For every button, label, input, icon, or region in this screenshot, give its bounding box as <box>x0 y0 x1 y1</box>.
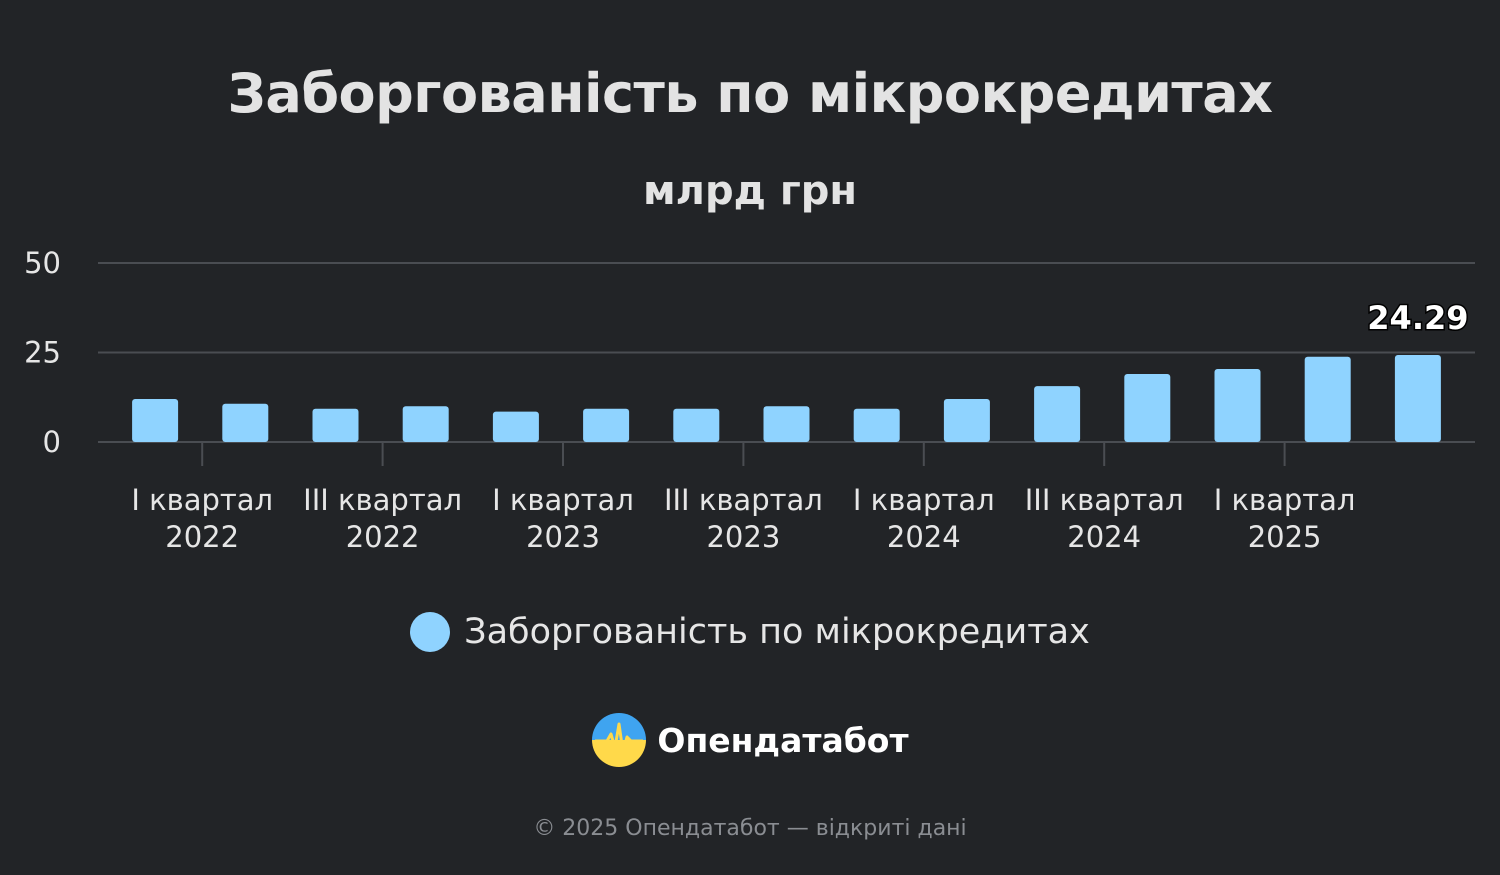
bar <box>1124 373 1171 442</box>
bar <box>1214 368 1261 442</box>
bar-chart: 0 25 50 I квартал 2022 III квартал 2022 I кварт… <box>24 246 1475 554</box>
x-tick-label: III квартал 2022 <box>303 483 462 554</box>
bar <box>763 406 810 442</box>
bar <box>583 408 630 442</box>
chart-subtitle: млрд грн <box>642 168 858 214</box>
chart-title: Заборгованість по мікрокредитах <box>227 62 1273 125</box>
bar <box>132 399 179 442</box>
bar <box>492 411 539 442</box>
x-tick-label: I квартал 2022 <box>131 483 273 554</box>
bar <box>943 399 990 442</box>
x-tick-label: III квартал 2024 <box>1025 483 1184 554</box>
data-label: 24.29 <box>1367 299 1468 337</box>
legend[interactable]: Заборгованість по мікрокредитах <box>0 612 1500 652</box>
bar <box>222 403 269 442</box>
bar <box>853 408 900 442</box>
bar <box>1394 355 1441 442</box>
legend-swatch <box>410 612 451 652</box>
y-tick-label: 25 <box>24 336 61 370</box>
brand: Опендатабот <box>0 712 1500 768</box>
brand-name: Опендатабот <box>657 720 909 760</box>
opendatabot-logo-icon <box>592 713 647 767</box>
bar <box>1304 356 1351 442</box>
x-tick-label: I квартал 2023 <box>492 483 634 554</box>
x-tick-label: I квартал 2024 <box>853 483 995 554</box>
bar <box>673 408 720 442</box>
x-tick-label: III квартал 2023 <box>664 483 823 554</box>
x-tick-label: I квартал 2025 <box>1214 483 1356 554</box>
bar <box>312 408 359 442</box>
bar <box>402 406 449 442</box>
footer-text: © 2025 Опендатабот — відкриті дані <box>533 816 967 841</box>
y-tick-label: 0 <box>43 425 61 459</box>
legend-label: Заборгованість по мікрокредитах <box>464 612 1090 652</box>
y-tick-label: 50 <box>24 246 61 280</box>
bar <box>1034 386 1081 442</box>
